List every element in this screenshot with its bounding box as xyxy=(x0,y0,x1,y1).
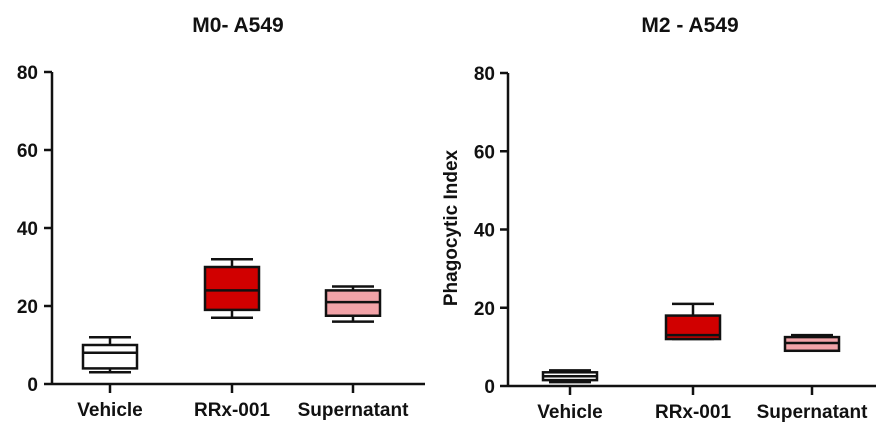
panel-m0: M0- A549 0 20 40 60 80 Vehicle RRx-001 Supernat… xyxy=(17,14,425,421)
y-tick-label: 80 xyxy=(17,63,38,84)
box-rrx-001 xyxy=(664,314,722,341)
box-rrx-001 xyxy=(203,265,261,312)
y-tick-label: 40 xyxy=(474,221,495,242)
x-tick-label: Supernatant xyxy=(757,402,869,422)
y-tick-label: 60 xyxy=(17,141,38,162)
x-tick-label: Supernatant xyxy=(298,400,410,421)
chart-title: M2 - A549 xyxy=(641,14,738,37)
y-tick-label: 0 xyxy=(484,377,495,398)
panel-m2: M2 - A549 Phagocytic Index 0 20 40 60 80 Vehi… xyxy=(441,14,876,422)
x-tick-label: Vehicle xyxy=(77,400,143,421)
y-tick-label: 20 xyxy=(474,299,495,320)
x-tick-label: Vehicle xyxy=(537,402,603,422)
chart-title: M0- A549 xyxy=(192,14,283,37)
y-tick-label: 80 xyxy=(474,64,495,85)
x-tick-label: RRx-001 xyxy=(194,400,270,421)
y-tick-label: 20 xyxy=(17,297,38,318)
y-axis-label: Phagocytic Index xyxy=(441,149,462,306)
y-tick-label: 40 xyxy=(17,219,38,240)
y-tick-label: 0 xyxy=(27,375,38,396)
box-vehicle xyxy=(81,343,139,370)
y-tick-label: 60 xyxy=(474,142,495,163)
x-tick-label: RRx-001 xyxy=(655,402,731,422)
